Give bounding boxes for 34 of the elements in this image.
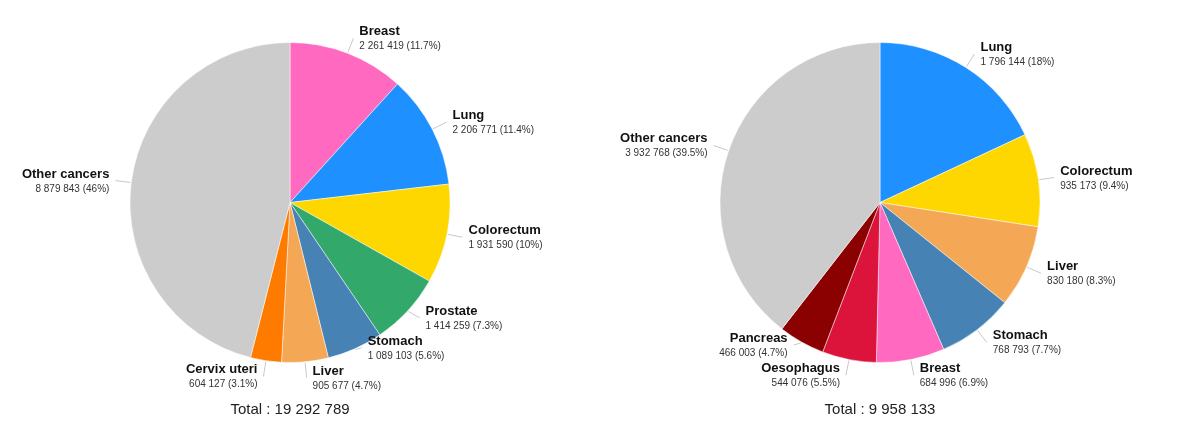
data-label: 768 793 (7.7%) <box>992 344 1062 356</box>
data-label: 8 879 843 (46%) <box>35 182 110 194</box>
slice-label: Liver <box>312 362 344 378</box>
data-label: 2 206 771 (11.4%) <box>452 124 535 136</box>
data-label: 1 931 590 (10%) <box>468 239 543 251</box>
slice-label: Colorectum <box>468 222 541 238</box>
data-label: 935 173 (9.4%) <box>1060 179 1129 191</box>
slice-label: Stomach <box>992 327 1048 343</box>
data-label: 3 932 768 (39.5%) <box>625 147 708 159</box>
slice-label: Lung <box>980 39 1013 55</box>
slice-label: Prostate <box>425 302 478 318</box>
slice-label: Breast <box>359 23 401 39</box>
slice-label: Cervix uteri <box>185 361 258 377</box>
data-label: 1 089 103 (5.6%) <box>367 349 445 361</box>
data-label: 1 414 259 (7.3%) <box>425 319 503 331</box>
text: Total : 9 958 133 <box>824 400 936 417</box>
slice-label: Pancreas <box>729 330 788 346</box>
slice-label: Liver <box>1047 258 1079 274</box>
data-label: 1 796 144 (18%) <box>980 56 1055 68</box>
text: Total : 19 292 789 <box>230 400 350 417</box>
slice-label: Other cancers <box>21 165 110 181</box>
data-label: 544 076 (5.5%) <box>771 377 840 389</box>
data-label: 604 127 (3.1%) <box>189 378 258 390</box>
slice-label: Oesophagus <box>761 360 840 376</box>
data-label: 2 261 419 (11.7%) <box>359 40 441 52</box>
slice-label: Lung <box>452 107 485 123</box>
data-label: 684 996 (6.9%) <box>919 377 989 389</box>
slice-label: Stomach <box>367 332 423 348</box>
data-label: 830 180 (8.3%) <box>1047 275 1116 287</box>
slice-label: Colorectum <box>1060 162 1133 178</box>
data-label: 466 003 (4.7%) <box>719 347 788 359</box>
slice-label: Other cancers <box>620 130 708 146</box>
slice-label: Breast <box>919 360 961 376</box>
data-label: 905 677 (4.7%) <box>312 379 382 391</box>
